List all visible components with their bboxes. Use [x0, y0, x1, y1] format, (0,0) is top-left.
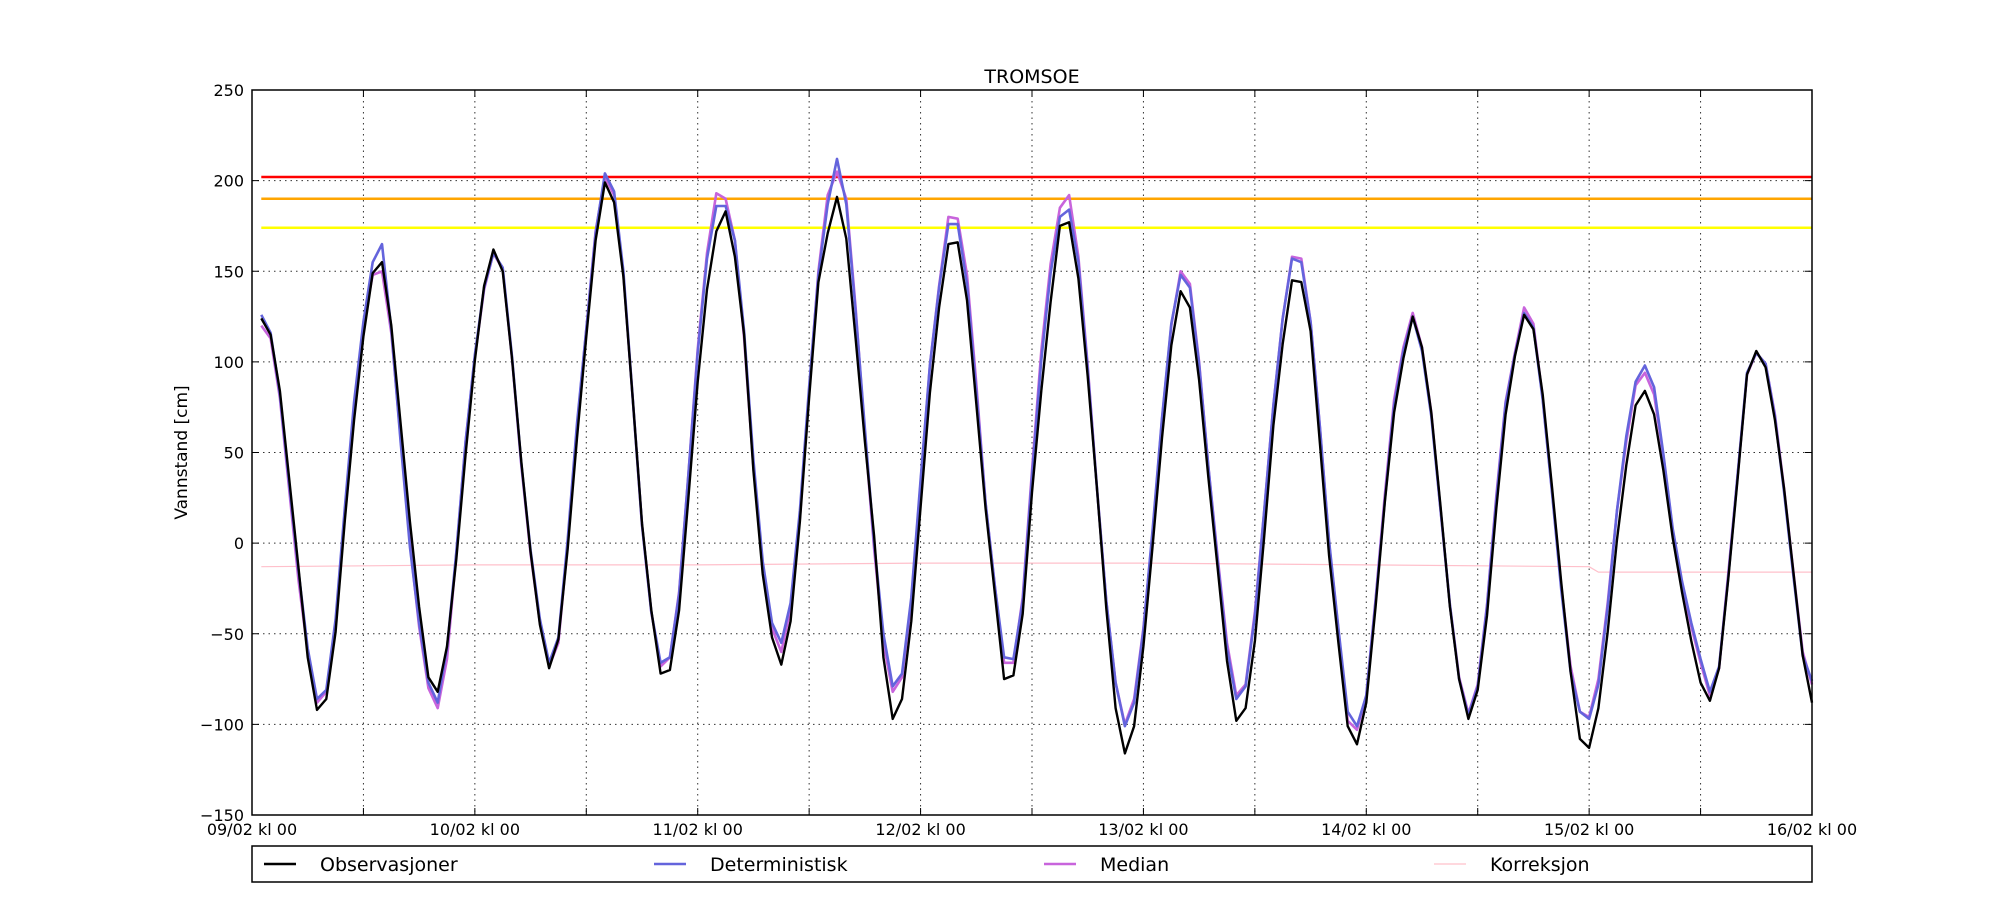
series-line-observasjoner — [260, 181, 1814, 755]
y-tick-label: 250 — [213, 81, 244, 100]
x-tick-label: 16/02 kl 00 — [1767, 820, 1857, 839]
chart-title: TROMSOE — [983, 66, 1079, 88]
legend-label: Observasjoner — [320, 854, 458, 876]
x-tick-label: 13/02 kl 00 — [1098, 820, 1188, 839]
y-tick-label: 50 — [224, 444, 244, 463]
y-tick-label: 100 — [213, 353, 244, 372]
x-tick-label: 14/02 kl 00 — [1321, 820, 1411, 839]
legend-label: Korreksjon — [1490, 854, 1590, 876]
y-tick-label: 0 — [234, 534, 244, 553]
y-tick-label: −150 — [200, 806, 244, 825]
series-lines — [260, 157, 1814, 755]
x-tick-label: 09/02 kl 00 — [207, 820, 297, 839]
legend: Observasjoner Deterministisk Median Korreks… — [251, 845, 1813, 883]
y-tick-label: −50 — [210, 625, 244, 644]
x-tick-label: 10/02 kl 00 — [430, 820, 520, 839]
threshold-lines — [261, 175, 1812, 229]
axis-ticks: −150 −100 −50 0 50 100 150 200 250 09/02 kl 00 10/… — [200, 81, 1857, 839]
series-line-korreksjon — [261, 562, 1812, 573]
y-axis-label: Vannstand [cm] — [172, 385, 192, 519]
x-tick-label: 12/02 kl 00 — [875, 820, 965, 839]
y-tick-label: 200 — [213, 172, 244, 191]
y-tick-label: −100 — [200, 715, 244, 734]
x-tick-label: 11/02 kl 00 — [653, 820, 743, 839]
x-tick-label: 15/02 kl 00 — [1544, 820, 1634, 839]
legend-label: Deterministisk — [710, 854, 848, 876]
legend-frame — [251, 845, 1813, 883]
legend-label: Median — [1100, 854, 1169, 876]
y-tick-label: 150 — [213, 262, 244, 281]
